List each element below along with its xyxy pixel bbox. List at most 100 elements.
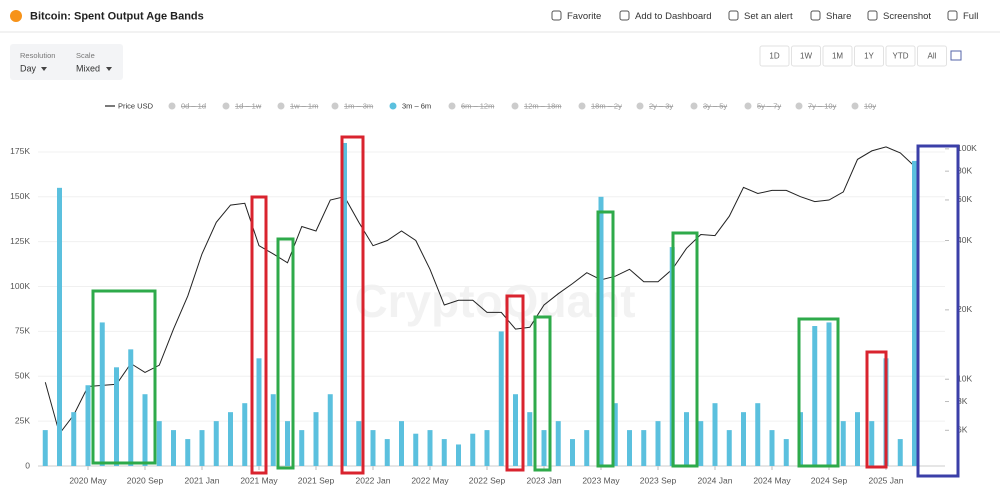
- bar: [327, 394, 333, 466]
- action-icon: [728, 10, 739, 21]
- action-icon: [810, 10, 821, 21]
- y2-tick-label: 40K: [957, 235, 972, 245]
- legend-marker: [511, 102, 519, 110]
- x-tick-label: 2022 May: [411, 475, 449, 485]
- legend-label[interactable]: 5y – 7y: [757, 101, 781, 110]
- highlight-box: [91, 289, 157, 465]
- bar: [356, 421, 362, 466]
- header-bar: [0, 0, 1000, 32]
- y2-tick-label: 20K: [957, 304, 972, 314]
- y2-tick-label: 60K: [957, 194, 972, 204]
- range-button-frame[interactable]: [917, 45, 947, 67]
- x-tick-label: 2022 Sep: [469, 475, 506, 485]
- action-icon: [867, 10, 878, 21]
- bar: [712, 403, 718, 466]
- legend-label[interactable]: 6m – 12m: [461, 101, 494, 110]
- bar: [812, 326, 818, 466]
- bar: [555, 421, 561, 466]
- x-tick-label: 2021 Jan: [185, 475, 220, 485]
- range-button[interactable]: 1D: [769, 52, 779, 61]
- legend-label[interactable]: 7y – 10y: [808, 101, 837, 110]
- bar: [783, 439, 789, 466]
- bar: [370, 430, 376, 466]
- legend-label[interactable]: 12m – 18m: [524, 101, 562, 110]
- bar: [128, 349, 134, 466]
- bar: [684, 412, 689, 466]
- action-icon: [551, 10, 562, 21]
- range-button[interactable]: YTD: [893, 52, 909, 61]
- x-tick-label: 2020 May: [69, 475, 107, 485]
- bar: [484, 430, 490, 466]
- range-button-frame[interactable]: [822, 45, 853, 67]
- bar: [726, 430, 732, 466]
- x-tick-label: 2024 Sep: [811, 475, 848, 485]
- range-button-frame[interactable]: [759, 45, 790, 67]
- highlight-box: [533, 315, 552, 472]
- range-button[interactable]: 1W: [800, 52, 812, 61]
- legend-label[interactable]: Price USD: [118, 101, 154, 110]
- bar: [627, 430, 632, 466]
- action-button[interactable]: Add to Dashboard: [635, 11, 712, 22]
- bar: [570, 439, 575, 466]
- bar: [242, 403, 248, 466]
- calendar-icon[interactable]: [950, 50, 962, 61]
- bar: [641, 430, 647, 466]
- y-tick-label: 25K: [15, 415, 30, 425]
- range-button-frame[interactable]: [791, 45, 821, 67]
- range-button[interactable]: 1M: [832, 52, 843, 61]
- range-button-frame[interactable]: [854, 45, 884, 67]
- x-tick-label: 2022 Jan: [356, 475, 391, 485]
- legend-label[interactable]: 2y – 3y: [649, 101, 673, 110]
- legend-label[interactable]: 3m – 6m: [402, 101, 431, 110]
- bar: [826, 322, 832, 466]
- bar: [213, 421, 219, 466]
- range-button[interactable]: All: [928, 52, 937, 61]
- bar: [57, 187, 62, 467]
- action-button[interactable]: Full: [963, 11, 978, 22]
- bar: [270, 394, 276, 466]
- range-button-frame[interactable]: [885, 45, 916, 67]
- action-button[interactable]: Set an alert: [744, 11, 793, 22]
- y2-tick-label: 80K: [957, 165, 972, 175]
- resolution-value[interactable]: Day: [20, 63, 37, 73]
- x-tick-label: 2020 Sep: [127, 475, 164, 485]
- action-button[interactable]: Share: [826, 11, 851, 22]
- legend-label[interactable]: 10y: [864, 101, 876, 110]
- legend-label[interactable]: 18m – 2y: [591, 101, 622, 110]
- y-tick-label: 150K: [10, 191, 30, 201]
- bar: [185, 439, 191, 466]
- range-button[interactable]: 1Y: [864, 52, 874, 61]
- scale-value[interactable]: Mixed: [76, 63, 100, 73]
- bar: [156, 421, 162, 466]
- action-button[interactable]: Screenshot: [883, 11, 931, 22]
- bar: [612, 403, 618, 466]
- legend-marker: [389, 102, 397, 110]
- legend-marker: [448, 102, 456, 110]
- legend-marker: [331, 102, 339, 110]
- bar: [285, 421, 290, 466]
- legend-label[interactable]: 1m – 3m: [344, 101, 373, 110]
- scale-label: Scale: [76, 51, 95, 60]
- legend-label[interactable]: 0d – 1d: [181, 101, 206, 110]
- legend-label[interactable]: 1w – 1m: [290, 101, 318, 110]
- highlight-box: [340, 135, 365, 475]
- y-tick-label: 125K: [10, 236, 30, 246]
- y-tick-label: 50K: [15, 371, 30, 381]
- y2-tick-label: 8K: [957, 396, 968, 406]
- y2-tick-label: 100K: [957, 143, 977, 153]
- action-button[interactable]: Favorite: [567, 11, 601, 22]
- bar: [456, 444, 461, 466]
- bar: [342, 142, 347, 467]
- legend-marker: [222, 102, 230, 110]
- legend-label[interactable]: 1d – 1w: [235, 101, 262, 110]
- y-tick-label: 175K: [10, 146, 30, 156]
- x-tick-label: 2025 Jan: [869, 475, 904, 485]
- x-tick-label: 2021 Sep: [298, 475, 335, 485]
- bar: [869, 421, 875, 466]
- price-line: [44, 146, 915, 435]
- bar: [855, 412, 860, 466]
- legend-marker: [636, 102, 644, 110]
- highlight-box: [505, 294, 525, 472]
- legend-label[interactable]: 3y – 5y: [703, 101, 727, 110]
